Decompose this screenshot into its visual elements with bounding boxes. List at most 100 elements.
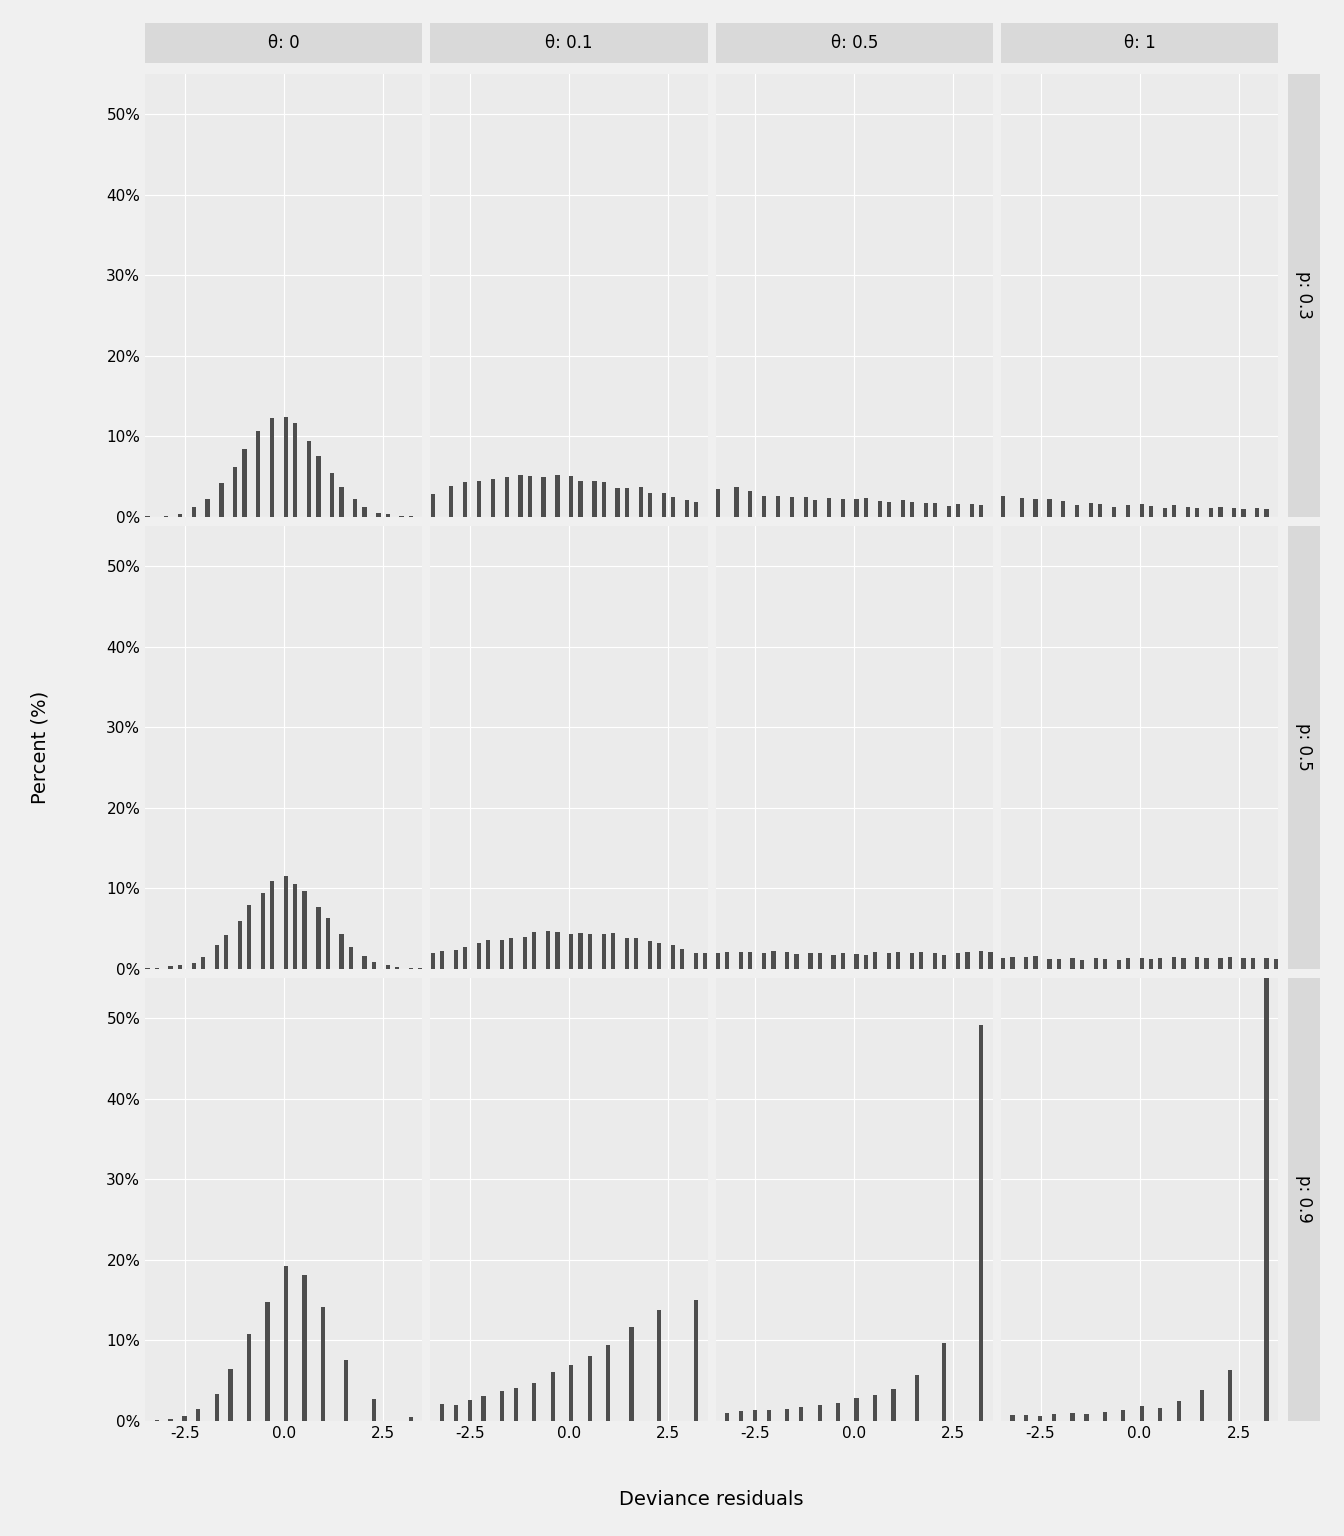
Bar bbox=[570, 1364, 574, 1421]
Bar bbox=[1204, 958, 1208, 969]
Bar bbox=[1126, 958, 1130, 969]
Bar bbox=[1210, 508, 1214, 516]
Text: θ: 0.1: θ: 0.1 bbox=[546, 34, 593, 52]
Bar bbox=[587, 1356, 591, 1421]
Bar bbox=[948, 505, 952, 516]
Bar bbox=[316, 456, 320, 516]
Bar bbox=[331, 473, 335, 516]
Text: θ: 0: θ: 0 bbox=[267, 34, 300, 52]
Bar bbox=[353, 499, 358, 516]
Bar bbox=[980, 505, 984, 516]
Bar bbox=[657, 943, 661, 969]
Bar bbox=[827, 498, 831, 516]
Bar bbox=[321, 1307, 325, 1421]
Bar bbox=[1121, 1410, 1125, 1421]
Bar bbox=[439, 1404, 444, 1421]
Bar bbox=[923, 504, 927, 516]
Bar bbox=[238, 920, 242, 969]
Bar bbox=[980, 951, 984, 969]
Bar bbox=[965, 952, 969, 969]
Bar bbox=[546, 931, 550, 969]
Bar bbox=[192, 507, 196, 516]
Text: Deviance residuals: Deviance residuals bbox=[620, 1490, 804, 1508]
Bar bbox=[302, 891, 306, 969]
Bar bbox=[500, 940, 504, 969]
Bar bbox=[739, 1410, 743, 1421]
Bar bbox=[1149, 958, 1153, 969]
Bar bbox=[316, 906, 320, 969]
Bar bbox=[228, 1369, 233, 1421]
Bar bbox=[1052, 1413, 1056, 1421]
Bar bbox=[477, 943, 481, 969]
Bar bbox=[1011, 1415, 1015, 1421]
Bar bbox=[1159, 958, 1163, 969]
Bar bbox=[648, 493, 652, 516]
Bar bbox=[386, 965, 390, 969]
Bar bbox=[532, 1384, 536, 1421]
Bar bbox=[1274, 958, 1278, 969]
Bar bbox=[348, 948, 353, 969]
Bar bbox=[1001, 496, 1005, 516]
Bar bbox=[409, 1418, 413, 1421]
Bar bbox=[376, 513, 380, 516]
Bar bbox=[233, 467, 238, 516]
Bar bbox=[900, 499, 905, 516]
Bar bbox=[1140, 958, 1144, 969]
Bar bbox=[726, 952, 730, 969]
Bar bbox=[1251, 957, 1255, 969]
Bar bbox=[462, 946, 468, 969]
Bar bbox=[1034, 499, 1038, 516]
Bar bbox=[817, 1405, 821, 1421]
Bar bbox=[874, 1395, 878, 1421]
Bar bbox=[528, 476, 532, 516]
Bar bbox=[1172, 957, 1176, 969]
Bar bbox=[602, 934, 606, 969]
Bar bbox=[625, 488, 629, 516]
Bar bbox=[372, 962, 376, 969]
Bar bbox=[910, 952, 914, 969]
Bar bbox=[980, 1025, 984, 1421]
Bar bbox=[468, 1401, 472, 1421]
Bar bbox=[1079, 960, 1083, 969]
Bar bbox=[551, 1372, 555, 1421]
Bar bbox=[1024, 1415, 1028, 1421]
Bar bbox=[657, 1310, 661, 1421]
Bar bbox=[832, 955, 836, 969]
Bar bbox=[192, 963, 196, 969]
Bar bbox=[215, 1395, 219, 1421]
Bar bbox=[1242, 957, 1246, 969]
Bar bbox=[1185, 507, 1191, 516]
Bar bbox=[183, 1416, 187, 1421]
Bar bbox=[716, 954, 720, 969]
Bar bbox=[570, 934, 574, 969]
Bar bbox=[386, 515, 390, 516]
Bar bbox=[454, 1405, 458, 1421]
Bar bbox=[864, 498, 868, 516]
Bar bbox=[372, 1399, 376, 1421]
Bar bbox=[1117, 960, 1121, 969]
Bar bbox=[270, 418, 274, 516]
Bar bbox=[896, 952, 900, 969]
Bar bbox=[487, 940, 491, 969]
Bar bbox=[509, 937, 513, 969]
Bar bbox=[1011, 957, 1015, 969]
Bar bbox=[177, 513, 181, 516]
Bar bbox=[790, 496, 794, 516]
Bar bbox=[800, 1407, 804, 1421]
Bar bbox=[542, 478, 546, 516]
Bar bbox=[956, 952, 961, 969]
Bar bbox=[1094, 958, 1098, 969]
Bar bbox=[266, 1301, 270, 1421]
Bar bbox=[919, 952, 923, 969]
Text: θ: 1: θ: 1 bbox=[1124, 34, 1156, 52]
Bar bbox=[1195, 508, 1199, 516]
Bar bbox=[734, 487, 739, 516]
Bar bbox=[1181, 957, 1185, 969]
Bar bbox=[878, 501, 882, 516]
Bar bbox=[933, 504, 937, 516]
Bar bbox=[771, 951, 775, 969]
Bar bbox=[454, 949, 458, 969]
Bar bbox=[1195, 957, 1199, 969]
Bar bbox=[703, 954, 707, 969]
Bar bbox=[306, 441, 312, 516]
